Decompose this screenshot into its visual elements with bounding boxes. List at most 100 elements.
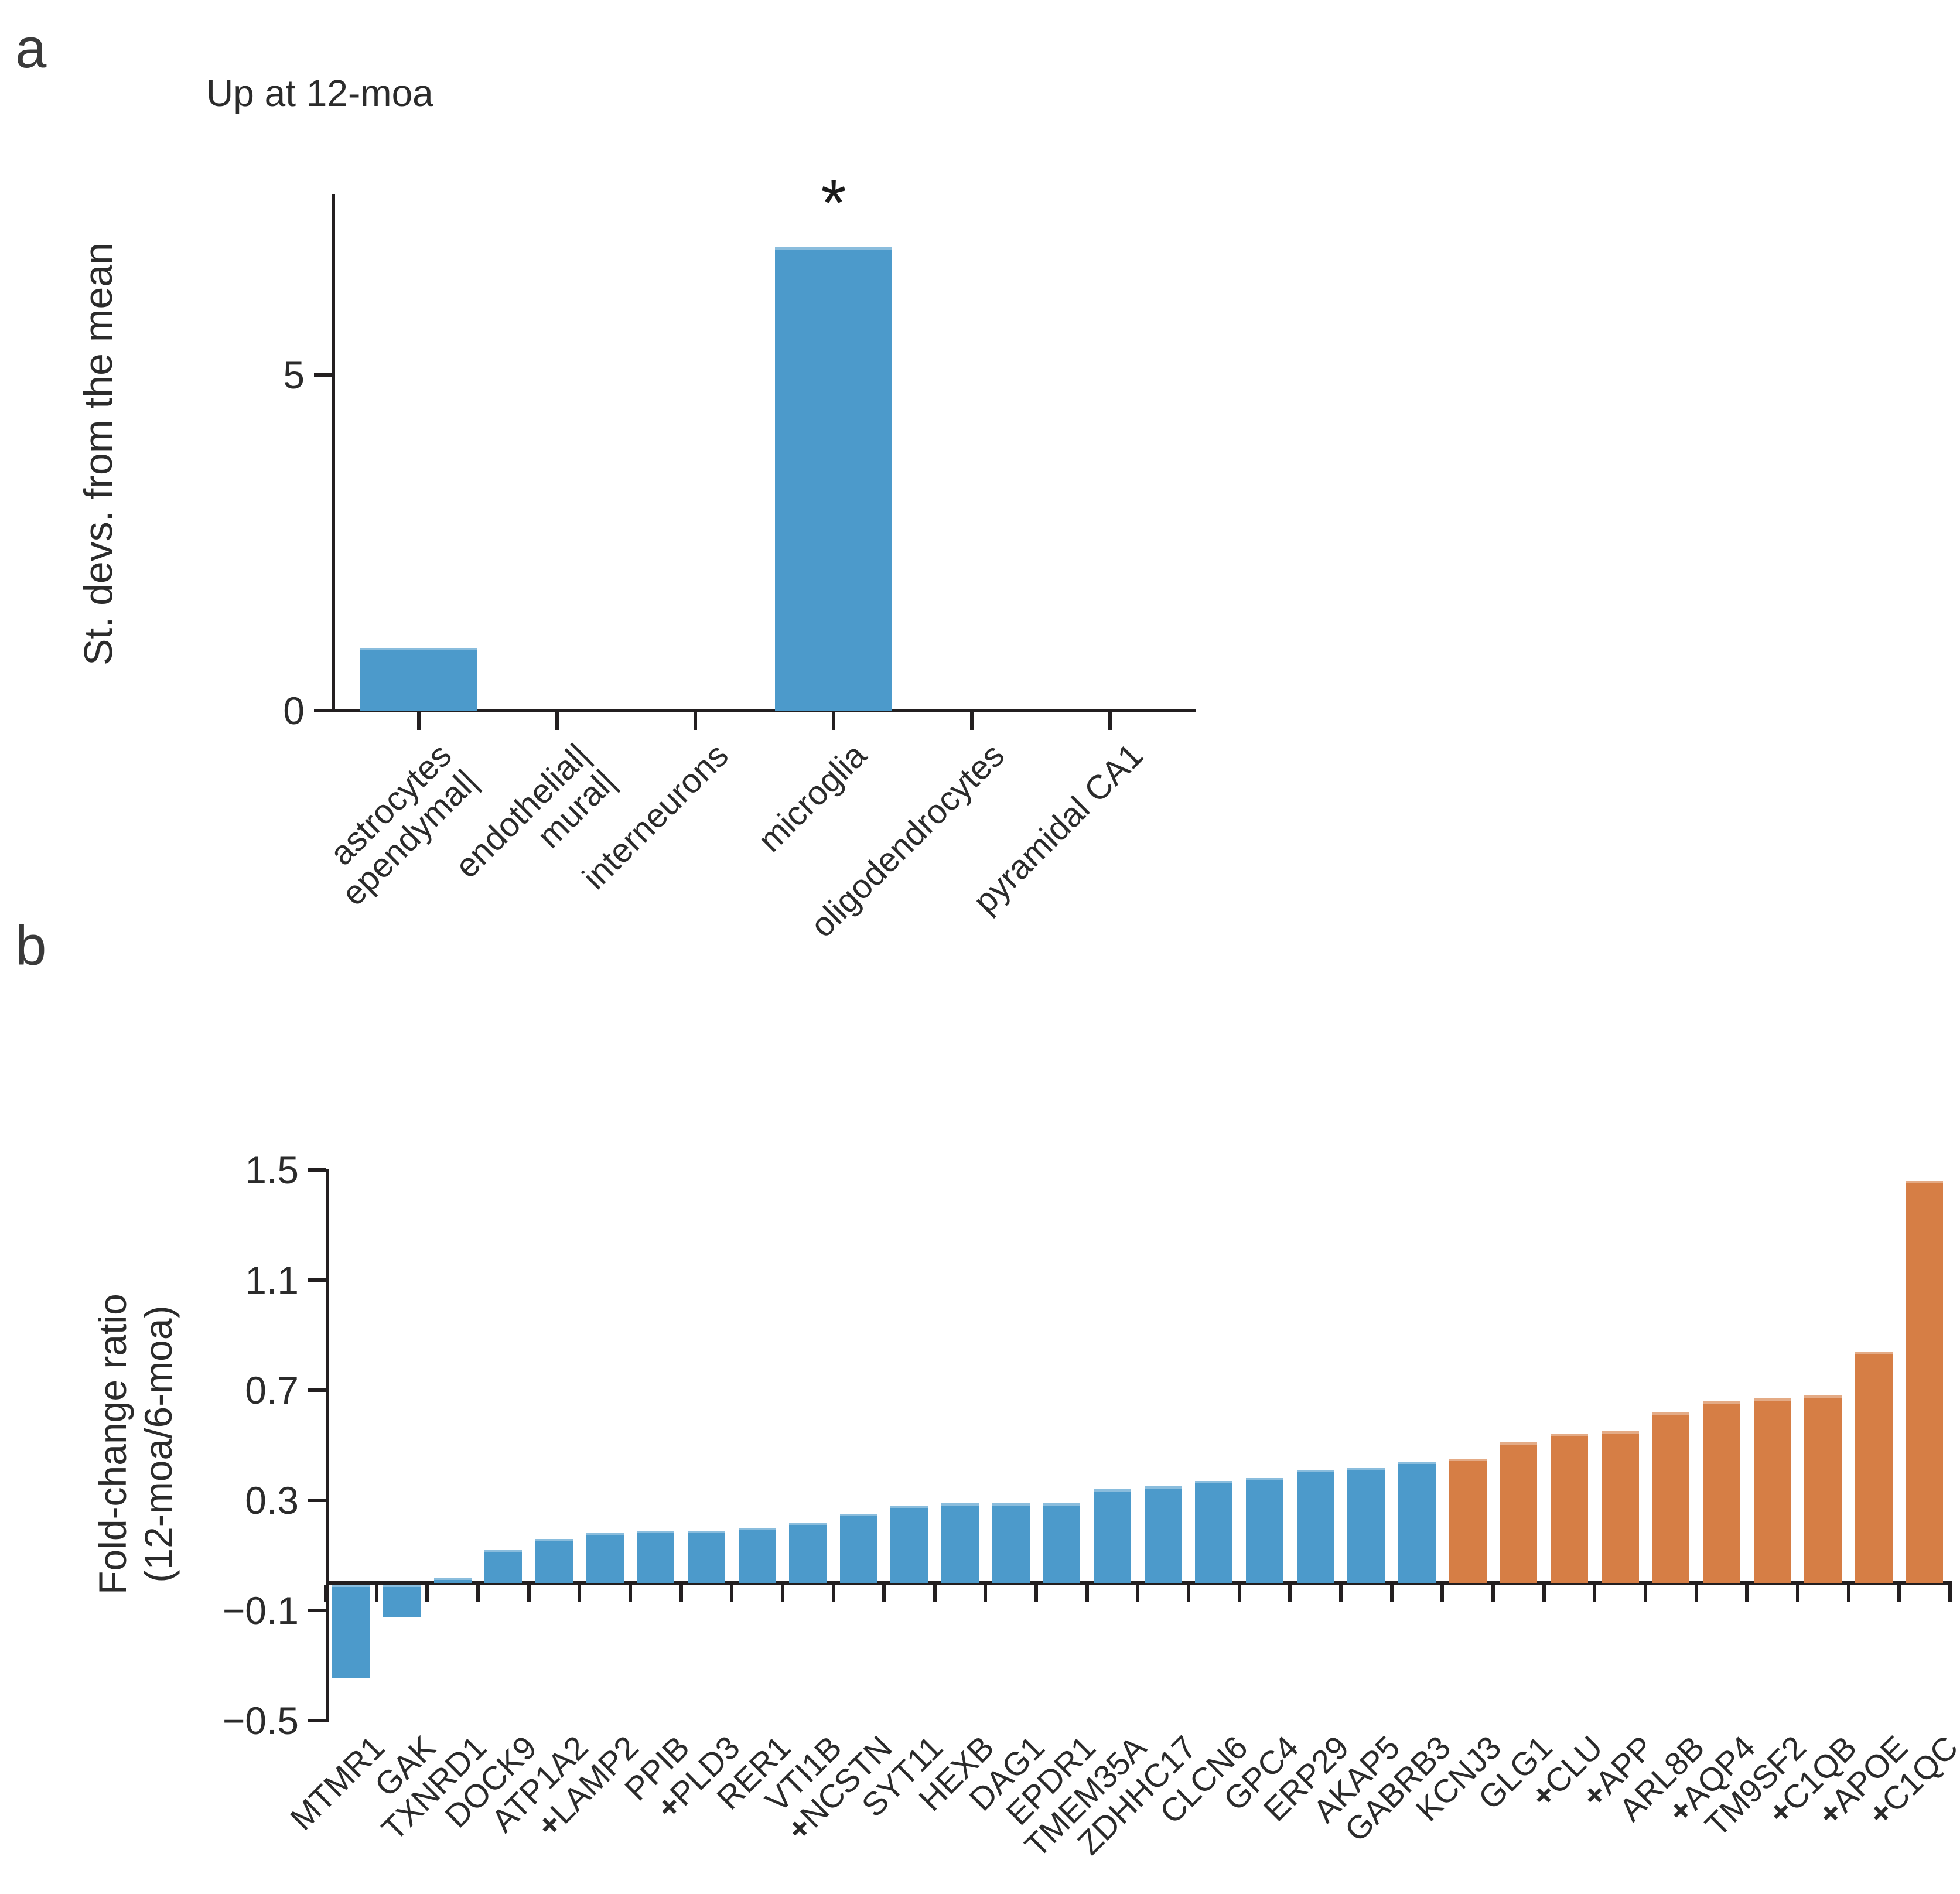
panel-b-x-tick xyxy=(984,1585,987,1602)
panel-b-x-tick xyxy=(832,1585,835,1602)
panel-b-y-tick-label-0.7: 0.7 xyxy=(245,1369,299,1412)
panel-b-bar-APOE xyxy=(1855,1352,1893,1583)
panel-a-x-label-microglia: microglia xyxy=(750,736,874,859)
panel-b-x-tick xyxy=(1644,1585,1647,1602)
panel-b-bar-TMEM35A xyxy=(1094,1489,1131,1583)
panel-b-x-tick xyxy=(1187,1585,1190,1602)
panel-b-y-tick xyxy=(308,1499,326,1502)
panel-b-y-tick-label-0.3: 0.3 xyxy=(245,1479,299,1522)
panel-a-x-label-astrocytes-ependymal: astrocytes ependymal| xyxy=(322,736,485,913)
panel-a-x-tick xyxy=(417,712,421,730)
panel-b-x-tick xyxy=(933,1585,937,1602)
panel-a-significance-asterisk: * xyxy=(821,166,846,240)
panel-b-x-tick xyxy=(1695,1585,1698,1602)
panel-b-bar-C1QB xyxy=(1804,1395,1842,1583)
panel-b-x-tick xyxy=(1136,1585,1139,1602)
panel-b-bar-APP xyxy=(1602,1431,1639,1583)
panel-b-bar-SYT11 xyxy=(890,1506,928,1583)
panel-b-x-tick xyxy=(375,1585,378,1602)
panel-b-x-tick xyxy=(629,1585,632,1602)
panel-b-x-tick xyxy=(527,1585,531,1602)
panel-a-x-tick xyxy=(1108,712,1112,730)
panel-b-x-tick xyxy=(1745,1585,1749,1602)
panel-b-x-tick xyxy=(679,1585,683,1602)
panel-b-x-tick xyxy=(1440,1585,1444,1602)
panel-b-x-tick xyxy=(1491,1585,1495,1602)
panel-b-y-tick xyxy=(308,1168,326,1172)
panel-b-x-tick xyxy=(882,1585,886,1602)
panel-a-x-tick xyxy=(832,712,835,730)
panel-b-bar-PPIB xyxy=(637,1531,674,1583)
panel-b-y-tick-label--0.5: −0.5 xyxy=(222,1699,299,1742)
panel-b-y-axis-label: Fold-change ratio (12-moa/6-moa) xyxy=(90,1294,182,1595)
panel-a-y-axis-label: St. devs. from the mean xyxy=(76,243,121,666)
panel-b-x-tick xyxy=(1085,1585,1089,1602)
panel-b-bar-GABRB3 xyxy=(1398,1462,1436,1583)
panel-b-y-tick xyxy=(308,1719,326,1722)
panel-b-bar-EPDR1 xyxy=(1043,1503,1080,1583)
panel-b-letter: b xyxy=(15,914,47,977)
panel-a-x-axis-line xyxy=(332,709,1196,712)
panel-b-x-tick xyxy=(1796,1585,1799,1602)
panel-b-x-tick xyxy=(1593,1585,1596,1602)
panel-b-y-tick xyxy=(308,1388,326,1392)
panel-b-bar-DOCK9 xyxy=(484,1550,522,1583)
panel-b-y-axis-label-line1: Fold-change ratio xyxy=(91,1294,135,1595)
panel-a-bar-astrocytes-ependymal xyxy=(360,648,477,711)
panel-b-bar-RER1 xyxy=(739,1528,776,1583)
panel-a-y-axis-line xyxy=(332,194,335,712)
panel-b-bar-TXNRD1 xyxy=(434,1578,472,1583)
panel-b-x-tick xyxy=(476,1585,480,1602)
panel-b-bar-C1QC xyxy=(1906,1181,1943,1583)
panel-b-x-tick xyxy=(730,1585,733,1602)
panel-b-x-tick xyxy=(1034,1585,1038,1602)
panel-a-x-tick xyxy=(555,712,559,730)
panel-b-x-tick xyxy=(1390,1585,1394,1602)
panel-b-x-tick xyxy=(1542,1585,1546,1602)
panel-b-x-tick xyxy=(1847,1585,1850,1602)
panel-b-bar-ARL8B xyxy=(1652,1412,1689,1583)
panel-b-x-tick xyxy=(781,1585,784,1602)
panel-a-x-label-interneurons: interneurons xyxy=(575,736,736,897)
panel-b-bar-MTMR1 xyxy=(332,1585,370,1678)
panel-a-letter: a xyxy=(15,17,47,80)
panel-b-bar-CLU xyxy=(1551,1434,1588,1583)
panel-a-y-tick xyxy=(314,709,332,712)
panel-a-y-tick-label-5: 5 xyxy=(283,353,305,397)
panel-b-x-tick xyxy=(1288,1585,1292,1602)
panel-b-bar-GLG1 xyxy=(1500,1442,1537,1583)
panel-b-zero-axis-line xyxy=(326,1581,1952,1585)
panel-b-bar-AQP4 xyxy=(1703,1401,1740,1583)
panel-b-x-tick xyxy=(1339,1585,1343,1602)
panel-a-title: Up at 12-moa xyxy=(206,72,433,114)
panel-b-x-tick xyxy=(1897,1585,1901,1602)
panel-a-x-tick xyxy=(694,712,697,730)
panel-b-bar-AKAP5 xyxy=(1347,1468,1385,1583)
panel-a-y-tick-label-0: 0 xyxy=(283,689,305,732)
panel-b-x-tick xyxy=(1238,1585,1241,1602)
panel-a-y-tick xyxy=(314,373,332,377)
panel-b-x-tick xyxy=(425,1585,429,1602)
panel-b-bar-TM9SF2 xyxy=(1754,1398,1791,1583)
panel-b-x-tick xyxy=(324,1585,327,1602)
panel-b-bar-GAK xyxy=(383,1585,421,1617)
panel-b-bar-HEXB xyxy=(941,1503,979,1583)
panel-b-bar-GPC4 xyxy=(1246,1478,1283,1583)
panel-b-bar-ATP1A2 xyxy=(535,1539,573,1583)
panel-b-bar-LAMP2 xyxy=(586,1533,624,1583)
panel-b-x-tick xyxy=(1948,1585,1952,1602)
panel-b-bar-VTI1B xyxy=(789,1523,827,1583)
panel-a-bar-microglia xyxy=(775,247,892,711)
panel-b-bar-ZDHHC17 xyxy=(1145,1486,1182,1583)
panel-b-y-tick xyxy=(308,1609,326,1612)
panel-b-bar-NCSTN xyxy=(840,1514,877,1583)
panel-b-y-axis-label-line2: (12-moa/6-moa) xyxy=(136,1305,180,1583)
panel-b-y-tick-label-1.5: 1.5 xyxy=(245,1148,299,1192)
panel-b-y-tick-label--0.1: −0.1 xyxy=(222,1589,299,1632)
panel-b-y-axis-line xyxy=(326,1169,329,1722)
panel-b-y-tick-label-1.1: 1.1 xyxy=(245,1258,299,1302)
panel-b-bar-PLD3 xyxy=(688,1531,725,1583)
panel-b-x-tick xyxy=(578,1585,581,1602)
panel-b-bar-CLCN6 xyxy=(1195,1481,1232,1583)
